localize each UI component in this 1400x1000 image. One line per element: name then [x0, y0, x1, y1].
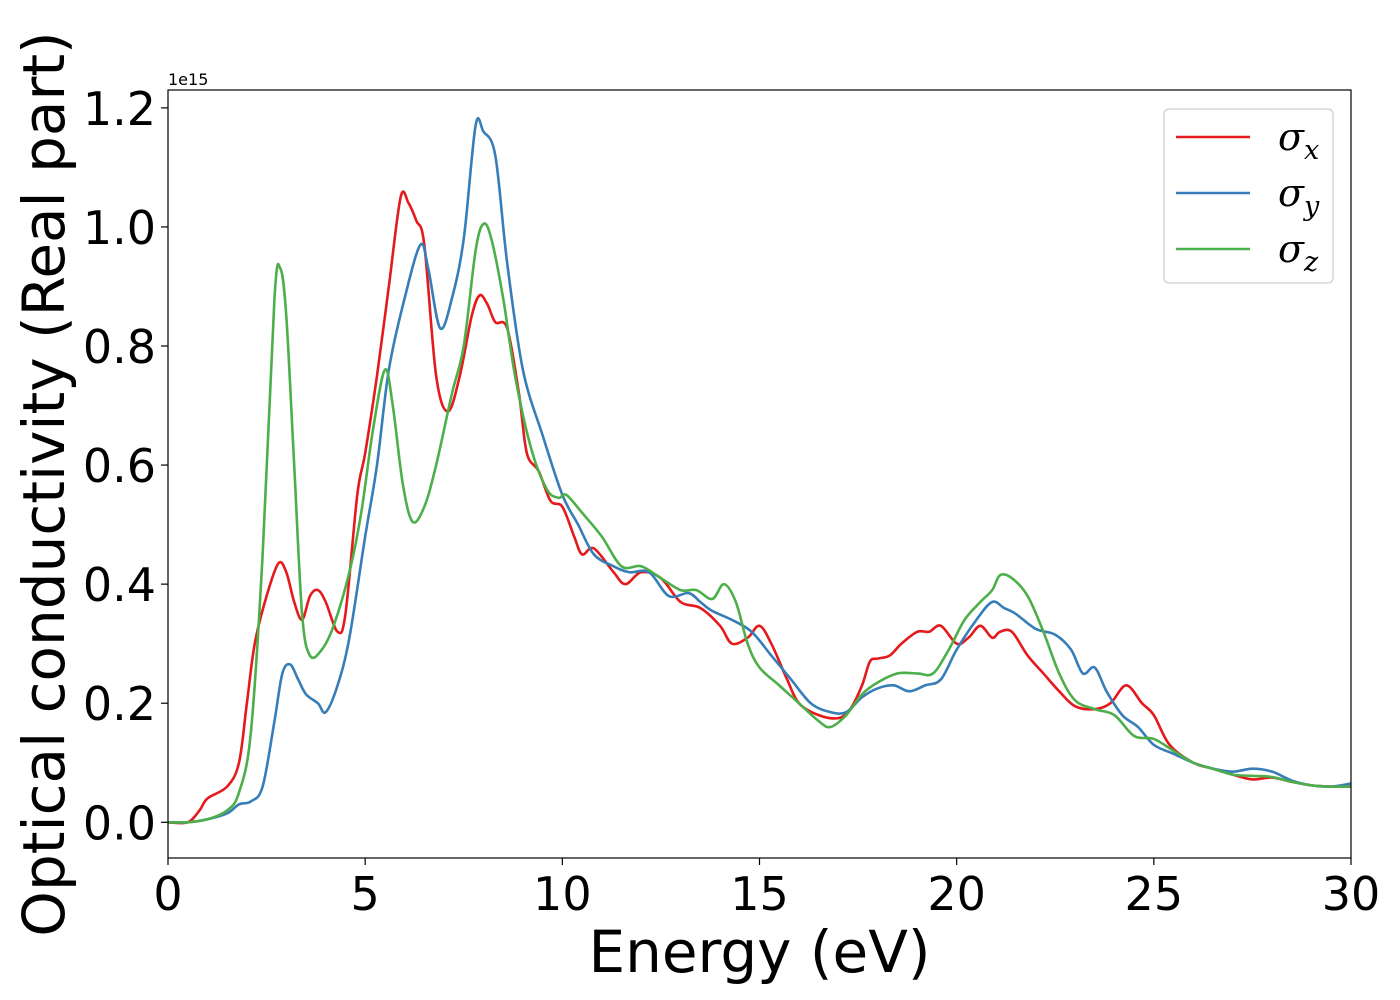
x-tick-label: 0: [153, 867, 182, 921]
legend-label-x: σx: [1278, 115, 1319, 166]
x-tick-label: 20: [927, 867, 986, 921]
legend-label-y: σy: [1278, 171, 1320, 222]
series-line-y: [168, 117, 1351, 824]
legend-label-subscript: y: [1303, 191, 1320, 222]
y-axis-title: Optical conductivity (Real part): [10, 31, 78, 936]
y-offset-label: 1e15: [168, 70, 208, 89]
x-tick-label: 25: [1125, 867, 1184, 921]
legend-label-subscript: z: [1303, 247, 1319, 278]
legend-label-z: σz: [1278, 227, 1319, 278]
y-tick-label: 0.2: [83, 677, 156, 731]
x-tick-label: 15: [730, 867, 789, 921]
series-layer: [168, 117, 1351, 825]
y-tick-label: 0.0: [83, 796, 156, 850]
legend-label-base: σ: [1278, 227, 1305, 271]
y-tick-label: 1.0: [83, 201, 156, 255]
x-axis-title: Energy (eV): [588, 918, 930, 986]
y-tick-label: 0.8: [83, 320, 156, 374]
legend-label-base: σ: [1278, 171, 1305, 215]
y-tick-label: 0.6: [83, 439, 156, 493]
y-tick-label: 1.2: [83, 82, 156, 136]
x-tick-label: 5: [351, 867, 380, 921]
x-tick-label: 10: [533, 867, 592, 921]
x-tick-label: 30: [1322, 867, 1381, 921]
y-tick-label: 0.4: [83, 558, 156, 612]
series-line-x: [168, 190, 1351, 825]
series-line-z: [168, 222, 1351, 824]
legend-label-subscript: x: [1304, 135, 1319, 166]
ticks-layer: 0 5 10 15 20 25 30 0.0 0.2 0.4 0.6 0.8 1.0 1.2: [83, 82, 1380, 921]
legend-label-base: σ: [1278, 115, 1305, 159]
legend-box: [1163, 108, 1334, 284]
